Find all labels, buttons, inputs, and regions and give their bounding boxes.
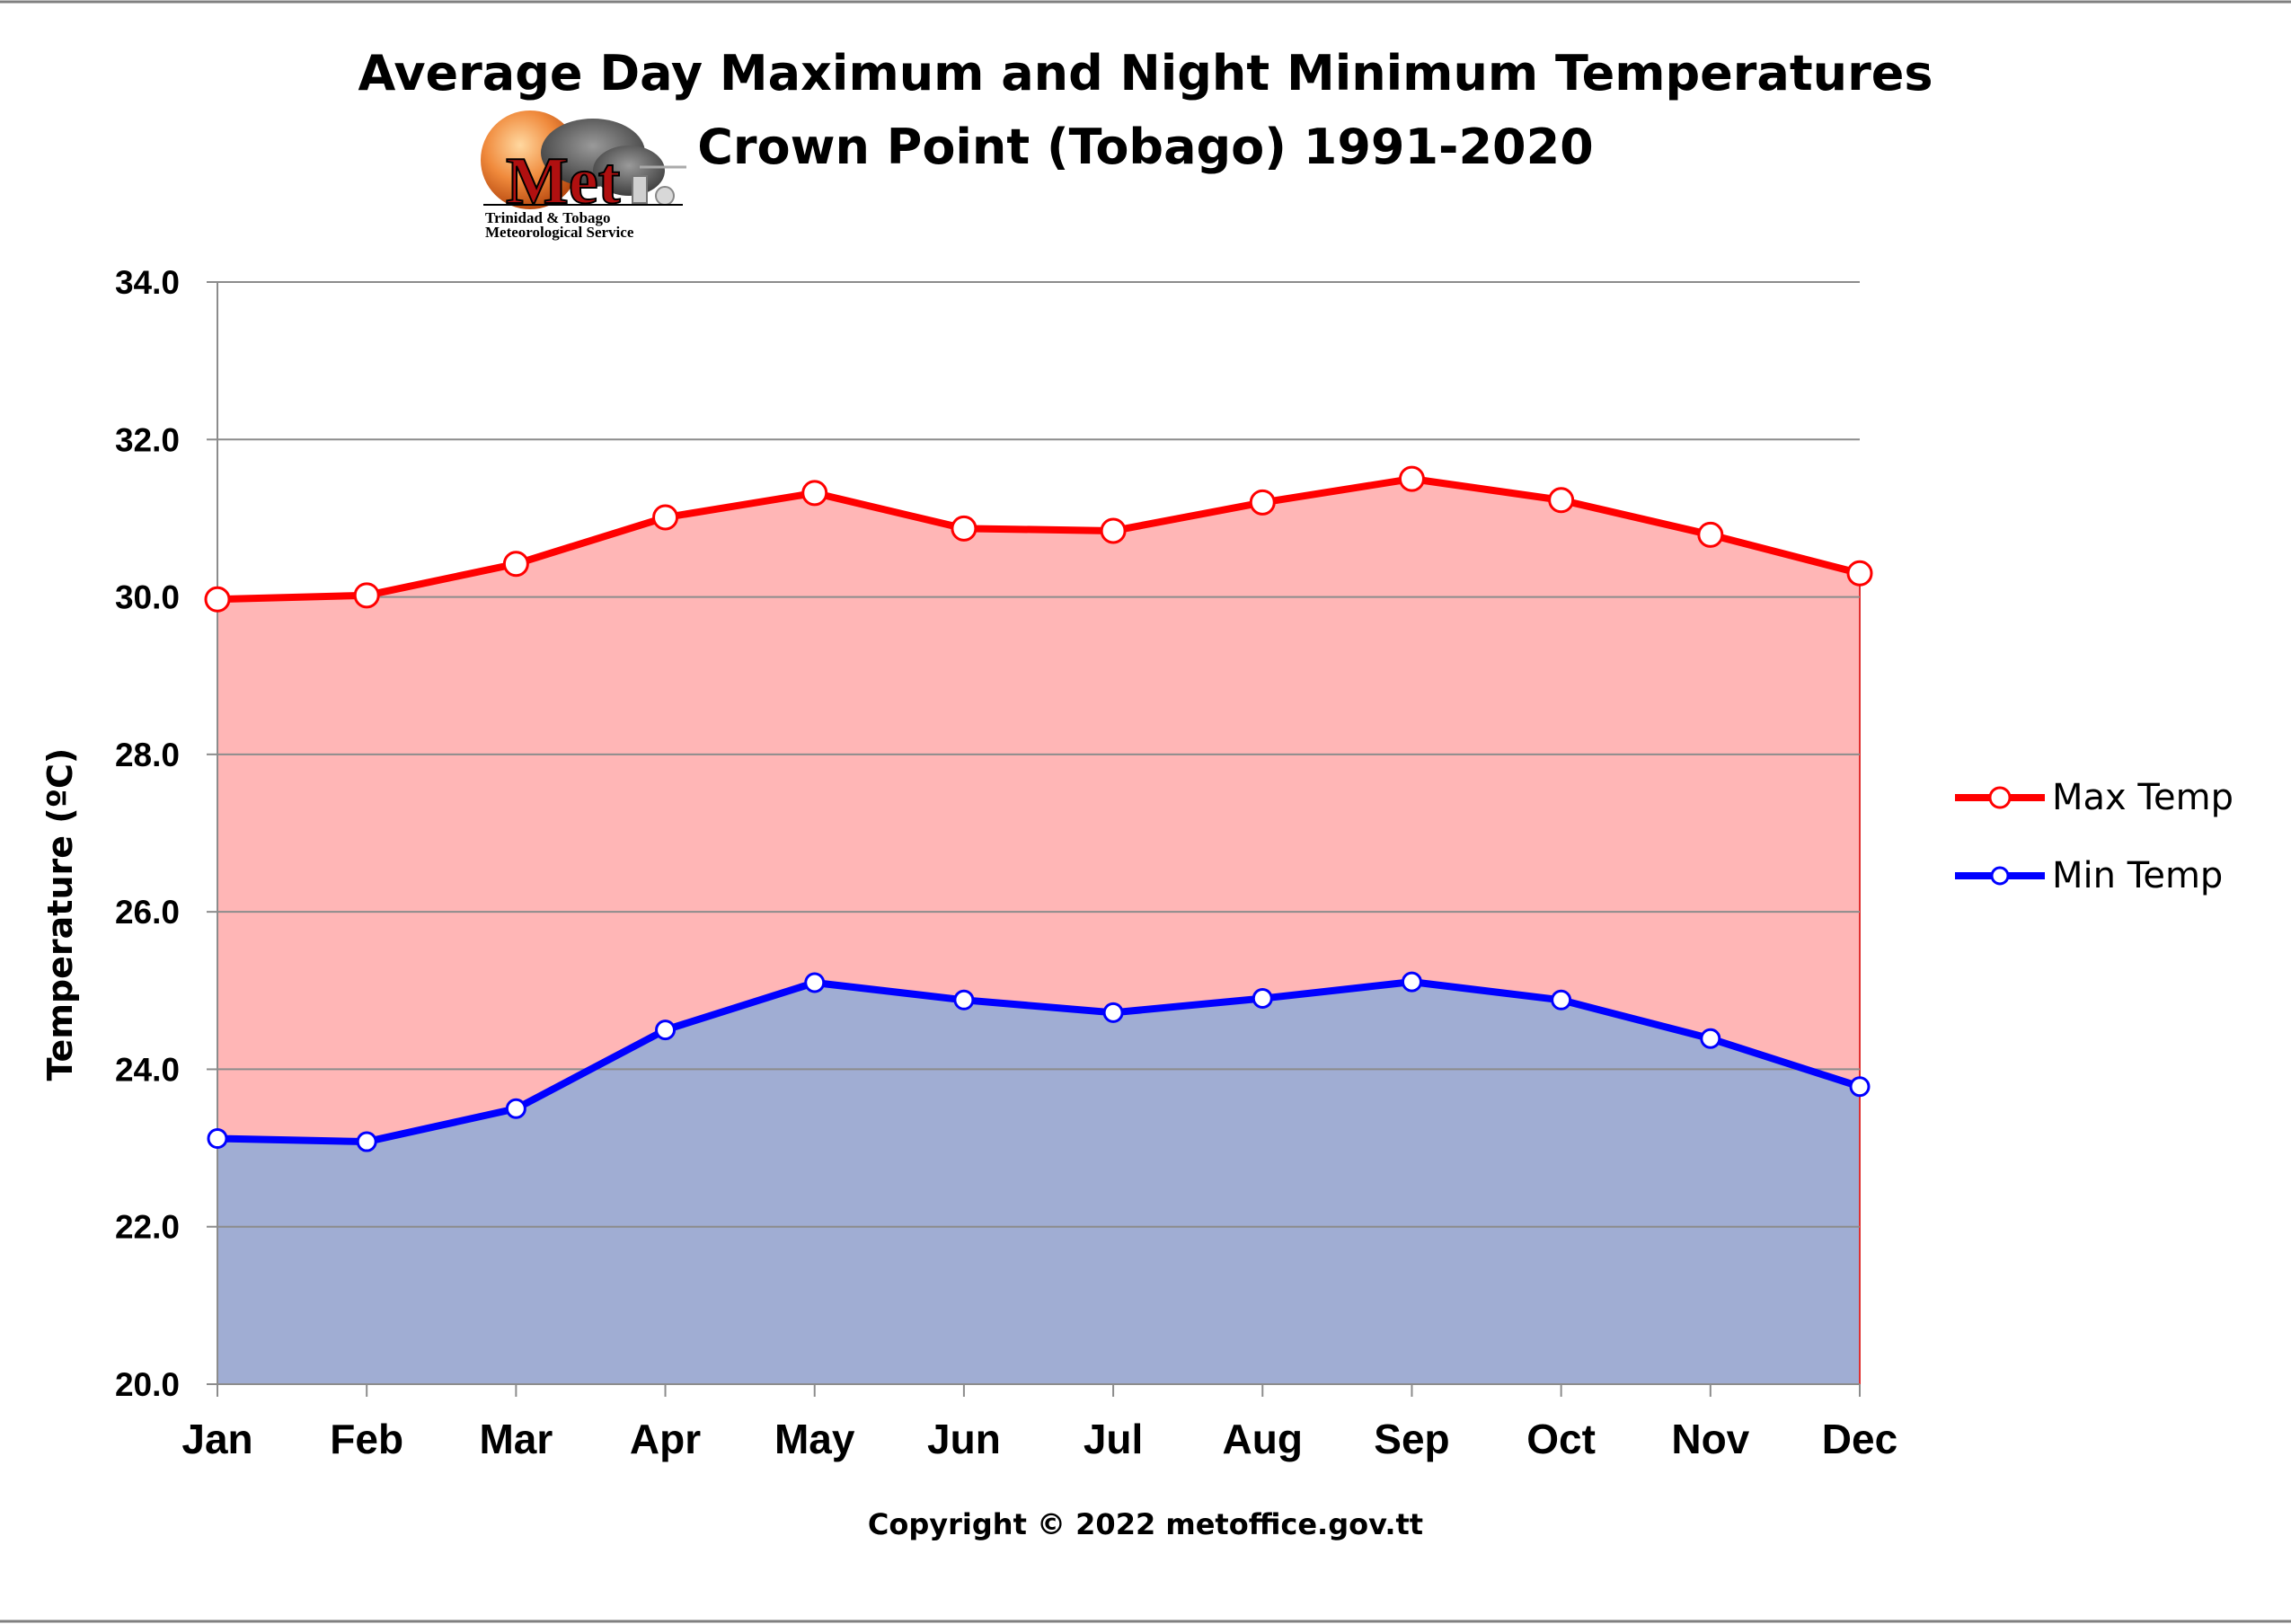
x-tick-label: Jun <box>927 1416 1001 1462</box>
x-tick-label: Dec <box>1822 1416 1897 1462</box>
max-temp-point <box>1697 521 1724 548</box>
min-temp-line <box>217 978 1862 1146</box>
legend-max-label: Max Temp <box>2052 777 2234 818</box>
met-logo: Met Trinidad & Tobago Meteorological Ser… <box>481 110 686 241</box>
legend-min-label: Min Temp <box>2052 855 2223 896</box>
min-temp-point <box>1401 971 1422 993</box>
legend-min-marker <box>1990 866 2010 886</box>
min-temp-point <box>1551 989 1572 1011</box>
x-tick-label: Oct <box>1526 1416 1596 1462</box>
max-temp-point <box>652 504 679 531</box>
logo-wordmark: Met <box>506 145 621 218</box>
max-temp-point <box>951 515 977 542</box>
gridlines <box>217 281 1860 1228</box>
x-tick-label: Jan <box>181 1416 252 1462</box>
max-temp-point <box>1548 487 1575 514</box>
series-lines <box>217 475 1862 1146</box>
x-tick-label: Feb <box>330 1416 403 1462</box>
y-tick-label: 26.0 <box>115 894 180 931</box>
min-temp-point <box>1849 1076 1871 1098</box>
min-temp-point <box>953 989 975 1011</box>
min-temp-point <box>1102 1002 1124 1023</box>
weather-instrument-ball-icon <box>655 186 675 206</box>
max-temp-point <box>801 480 828 507</box>
max-temp-point <box>502 551 529 578</box>
y-tick-label: 32.0 <box>115 421 180 458</box>
max-temp-point <box>1846 560 1873 587</box>
max-temp-point <box>1398 465 1425 492</box>
x-tick-label: May <box>774 1416 855 1462</box>
legend: Max Temp Min Temp <box>1955 777 2234 896</box>
area-fills <box>217 479 1861 1384</box>
legend-max-marker <box>1988 786 2012 809</box>
x-tick-label: Jul <box>1084 1416 1143 1462</box>
x-tick-label: Nov <box>1671 1416 1749 1462</box>
y-tick-label: 22.0 <box>115 1209 180 1246</box>
y-tick-label: 20.0 <box>115 1366 180 1403</box>
max-temp-point <box>1249 489 1276 516</box>
weather-instrument-body-icon <box>632 175 648 204</box>
y-tick-labels: 20.0 22.0 24.0 26.0 28.0 30.0 32.0 34.0 <box>115 264 180 1403</box>
copyright-text: Copyright © 2022 metoffice.gov.tt <box>868 1507 1423 1541</box>
chart-title-line2: Crown Point (Tobago) 1991-2020 <box>697 119 1594 175</box>
data-points <box>204 465 1873 1152</box>
min-temp-point <box>804 972 826 993</box>
x-tick-label: Sep <box>1374 1416 1449 1462</box>
x-tick-label: Aug <box>1223 1416 1303 1462</box>
axes <box>207 281 1861 1397</box>
x-tick-label: Apr <box>630 1416 701 1462</box>
y-tick-label: 24.0 <box>115 1051 180 1088</box>
max-temp-line <box>217 475 1862 604</box>
logo-line2: Meteorological Service <box>485 224 634 241</box>
y-tick-label: 28.0 <box>115 737 180 773</box>
chart-title-line1: Average Day Maximum and Night Minimum Te… <box>358 45 1933 102</box>
x-tick-label: Mar <box>479 1416 553 1462</box>
min-temp-area <box>217 982 1860 1384</box>
min-temp-point <box>356 1131 377 1152</box>
max-temp-point <box>353 582 380 609</box>
y-tick-label: 34.0 <box>115 264 180 301</box>
min-temp-point <box>655 1019 677 1041</box>
max-temp-point <box>204 586 231 613</box>
min-temp-point <box>207 1128 228 1150</box>
max-temp-point <box>1100 517 1127 544</box>
y-tick-label: 30.0 <box>115 579 180 616</box>
min-temp-point <box>1252 988 1273 1010</box>
min-temp-point <box>1700 1028 1721 1049</box>
x-tick-labels: Jan Feb Mar Apr May Jun Jul Aug Sep Oct Nov Dec <box>181 1416 1897 1462</box>
y-axis-label: Temperature (ºC) <box>40 748 80 1081</box>
logo-line1: Trinidad & Tobago <box>485 209 611 226</box>
min-temp-point <box>505 1098 526 1119</box>
